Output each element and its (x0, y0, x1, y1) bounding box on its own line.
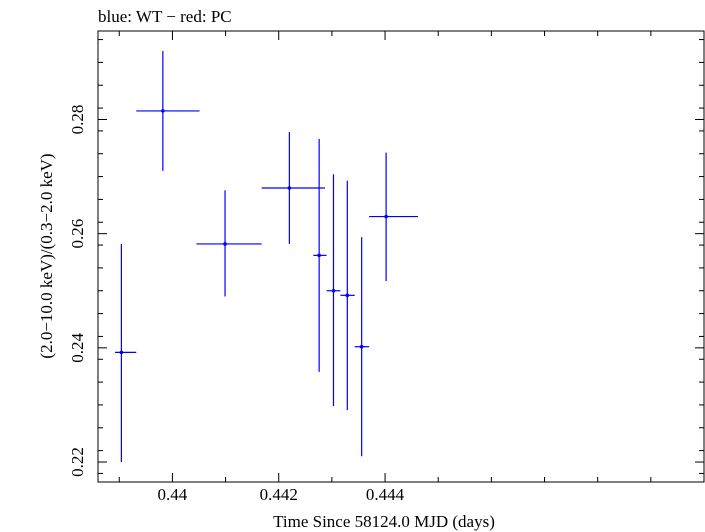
y-tick-label: 0.26 (68, 219, 87, 249)
data-marker (345, 293, 350, 298)
y-tick-label: 0.24 (68, 332, 87, 362)
data-marker (119, 350, 124, 355)
x-tick-label: 0.442 (260, 485, 298, 504)
data-point (196, 190, 262, 297)
data-marker (223, 242, 227, 246)
y-tick-label: 0.28 (68, 105, 87, 135)
y-tick-label: 0.22 (68, 447, 87, 477)
data-point (261, 132, 325, 244)
data-marker (317, 253, 321, 258)
data-marker (331, 288, 336, 293)
y-axis-label: (2.0−10.0 keV)/(0.3−2.0 keV) (37, 153, 56, 358)
x-tick-label: 0.444 (366, 485, 405, 504)
data-point (136, 50, 200, 171)
chart-title: blue: WT − red: PC (98, 7, 232, 26)
plot-frame (97, 30, 705, 483)
data-series (115, 50, 419, 463)
data-point (115, 243, 137, 463)
data-point (369, 152, 419, 282)
data-marker (384, 214, 388, 219)
data-point (340, 180, 355, 411)
data-marker (359, 344, 364, 349)
x-axis-label: Time Since 58124.0 MJD (days) (273, 512, 495, 531)
data-marker (287, 186, 292, 190)
data-marker (161, 109, 165, 113)
axis-ticks (98, 31, 704, 482)
data-point (326, 174, 341, 407)
data-point (354, 237, 370, 457)
data-point (313, 138, 327, 372)
x-tick-label: 0.44 (158, 485, 188, 504)
axis-tick-labels: 0.44 0.442 0.444 0.22 0.24 0.26 0.28 (68, 105, 405, 504)
